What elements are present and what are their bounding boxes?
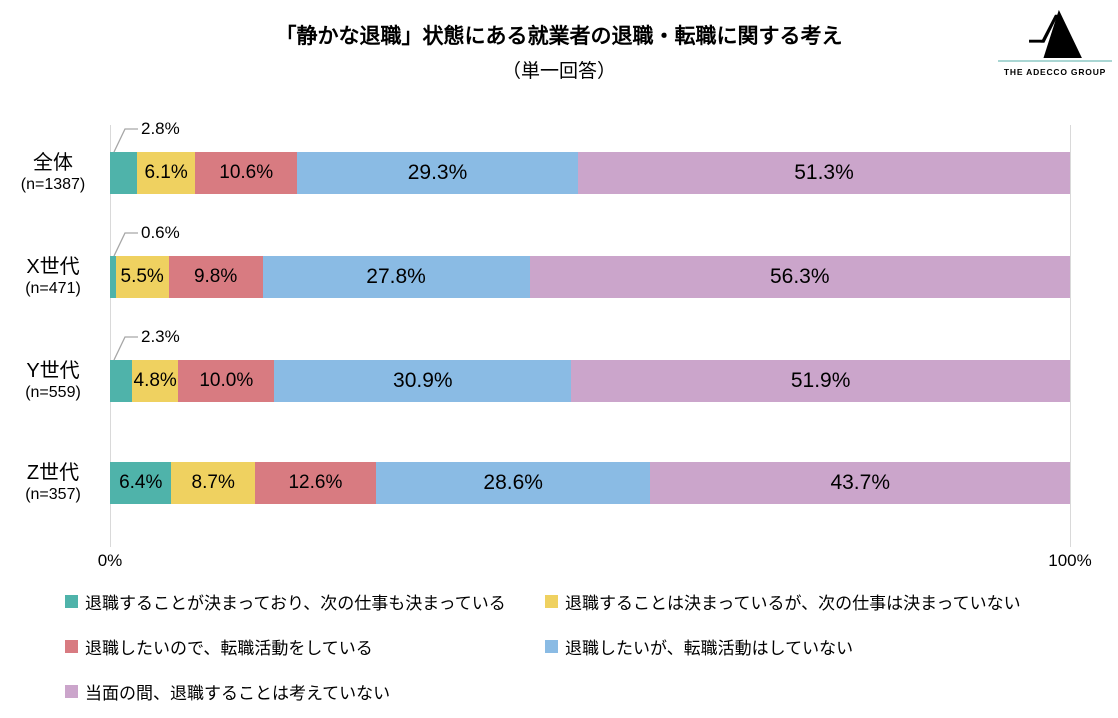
bar-segment [110,360,133,402]
segment-value-label: 51.3% [794,161,854,184]
segment-value-label: 43.7% [830,471,890,494]
x-tick-max: 100% [1048,551,1092,570]
bar-row: 6.1% 10.6% 29.3% 51.3% [110,152,1070,194]
bar-segment: 12.6% [254,462,376,504]
segment-value-label: 51.9% [790,369,851,392]
bar-segment: 29.3% [297,152,579,194]
logo-divider [998,60,1112,62]
bar-segment: 27.8% [262,256,530,298]
bar-segment: 10.0% [178,360,275,402]
legend-label: 退職することが決まっており、次の仕事も決まっている [85,593,506,613]
bar-row: 5.5% 9.8% 27.8% 56.3% [110,256,1070,298]
bar-segment: 9.8% [168,256,263,298]
callout-leader-line [113,232,138,257]
category-name: 全体 [33,152,73,174]
bar-segment: 6.1% [136,152,196,194]
legend-label: 退職したいので、転職活動をしている [85,638,373,658]
bar-segment: 56.3% [529,256,1070,298]
segment-value-label: 4.8% [133,370,177,391]
bar-segment: 43.7% [650,462,1070,504]
adecco-a-icon [1029,9,1082,58]
callout: 2.8% [112,119,180,153]
bar-segment [110,152,137,194]
bar-segment: 8.7% [171,462,255,504]
callout: 0.6% [112,223,180,257]
category-sample-size: (n=357) [25,486,81,503]
callout-leader-line [113,128,138,153]
segment-value-label: 8.7% [191,472,235,493]
bar-segment: 10.6% [195,152,298,194]
bar-segment [110,256,116,298]
callout-value-label: 2.3% [141,327,180,346]
segment-value-label: 29.3% [407,161,468,184]
adecco-logo: THE ADECCO GROUP [998,8,1112,77]
segment-value-label: 6.1% [144,162,188,183]
category-label: X世代 (n=471) [0,256,106,299]
segment-value-label: 5.5% [120,266,164,287]
callout-value-label: 2.8% [141,119,180,138]
segment-value-label: 9.8% [193,266,238,287]
chart-title: 「静かな退職」状態にある就業者の退職・転職に関する考え [275,25,843,48]
legend-item: 退職したいが、転職活動はしていない [545,634,1021,658]
legend-swatch-icon [65,684,78,698]
category-label: 全体 (n=1387) [0,152,106,195]
segment-value-label: 27.8% [366,265,426,288]
segment-value-label: 6.4% [119,472,163,493]
category-sample-size: (n=559) [25,384,81,401]
category-name: Z世代 [26,462,80,484]
bar-segment: 4.8% [132,360,179,402]
bar-segment: 51.3% [578,152,1070,194]
segment-value-label: 30.9% [393,369,453,392]
axis-line-right [1070,125,1071,547]
category-label: Z世代 (n=357) [0,462,106,505]
category-sample-size: (n=471) [25,280,81,297]
bar-row: 6.4% 8.7% 12.6% 28.6% 43.7% [110,462,1070,504]
segment-value-label: 56.3% [769,265,830,288]
legend-item: 退職することが決まっており、次の仕事も決まっている [65,589,545,613]
legend-swatch-icon [65,594,78,608]
segment-value-label: 12.6% [288,472,343,493]
segment-value-label: 10.6% [219,162,274,183]
legend-swatch-icon [545,639,558,653]
axis-line-left [110,125,111,547]
legend-label: 退職したいが、転職活動はしていない [565,638,854,658]
bar-segment: 51.9% [571,360,1070,402]
bar-row: 4.8% 10.0% 30.9% 51.9% [110,360,1070,402]
segment-value-label: 28.6% [483,471,543,494]
bar-segment: 30.9% [274,360,572,402]
legend-swatch-icon [545,594,558,608]
category-label: Y世代 (n=559) [0,360,106,403]
chart-subtitle: （単一回答） [501,61,616,82]
bar-segment: 28.6% [375,462,651,504]
bar-segment: 6.4% [110,462,172,504]
legend: 退職することが決まっており、次の仕事も決まっている 退職することは決まっているが、… [65,589,1021,703]
legend-swatch-icon [65,639,78,653]
x-tick-min: 0% [97,551,123,570]
legend-label: 退職することは決まっているが、次の仕事は決まっていない [565,593,1021,613]
callout: 2.3% [112,327,180,361]
category-sample-size: (n=1387) [20,176,86,193]
legend-item: 退職したいので、転職活動をしている [65,634,545,658]
bar-segment: 5.5% [115,256,169,298]
segment-value-label: 10.0% [199,370,254,391]
callout-value-label: 0.6% [141,223,180,242]
callout-leader-line [113,336,138,361]
category-name: Y世代 [26,360,80,382]
logo-text: THE ADECCO GROUP [1003,67,1107,77]
legend-label: 当面の間、退職することは考えていない [85,683,391,703]
legend-item: 当面の間、退職することは考えていない [65,679,545,703]
category-name: X世代 [26,256,80,278]
legend-item: 退職することは決まっているが、次の仕事は決まっていない [545,589,1021,613]
